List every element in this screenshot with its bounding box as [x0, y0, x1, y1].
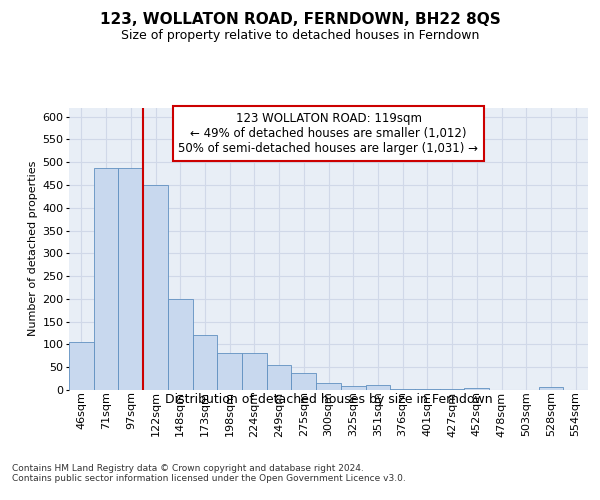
Bar [242, 352, 267, 390]
Bar [440, 389, 464, 390]
Bar [316, 383, 341, 390]
Bar [143, 184, 168, 390]
Text: 123, WOLLATON ROAD, FERNDOWN, BH22 8QS: 123, WOLLATON ROAD, FERNDOWN, BH22 8QS [100, 12, 500, 28]
Bar [217, 352, 242, 390]
Bar [292, 372, 316, 390]
Bar [341, 386, 365, 390]
Text: Contains HM Land Registry data © Crown copyright and database right 2024.
Contai: Contains HM Land Registry data © Crown c… [12, 464, 406, 483]
Bar [464, 388, 489, 390]
Text: 123 WOLLATON ROAD: 119sqm
← 49% of detached houses are smaller (1,012)
50% of se: 123 WOLLATON ROAD: 119sqm ← 49% of detac… [179, 112, 479, 154]
Text: Distribution of detached houses by size in Ferndown: Distribution of detached houses by size … [165, 392, 493, 406]
Bar [118, 168, 143, 390]
Y-axis label: Number of detached properties: Number of detached properties [28, 161, 38, 336]
Bar [69, 342, 94, 390]
Text: Size of property relative to detached houses in Ferndown: Size of property relative to detached ho… [121, 29, 479, 42]
Bar [365, 386, 390, 390]
Bar [539, 388, 563, 390]
Bar [94, 168, 118, 390]
Bar [415, 389, 440, 390]
Bar [267, 365, 292, 390]
Bar [168, 299, 193, 390]
Bar [390, 389, 415, 390]
Bar [193, 336, 217, 390]
